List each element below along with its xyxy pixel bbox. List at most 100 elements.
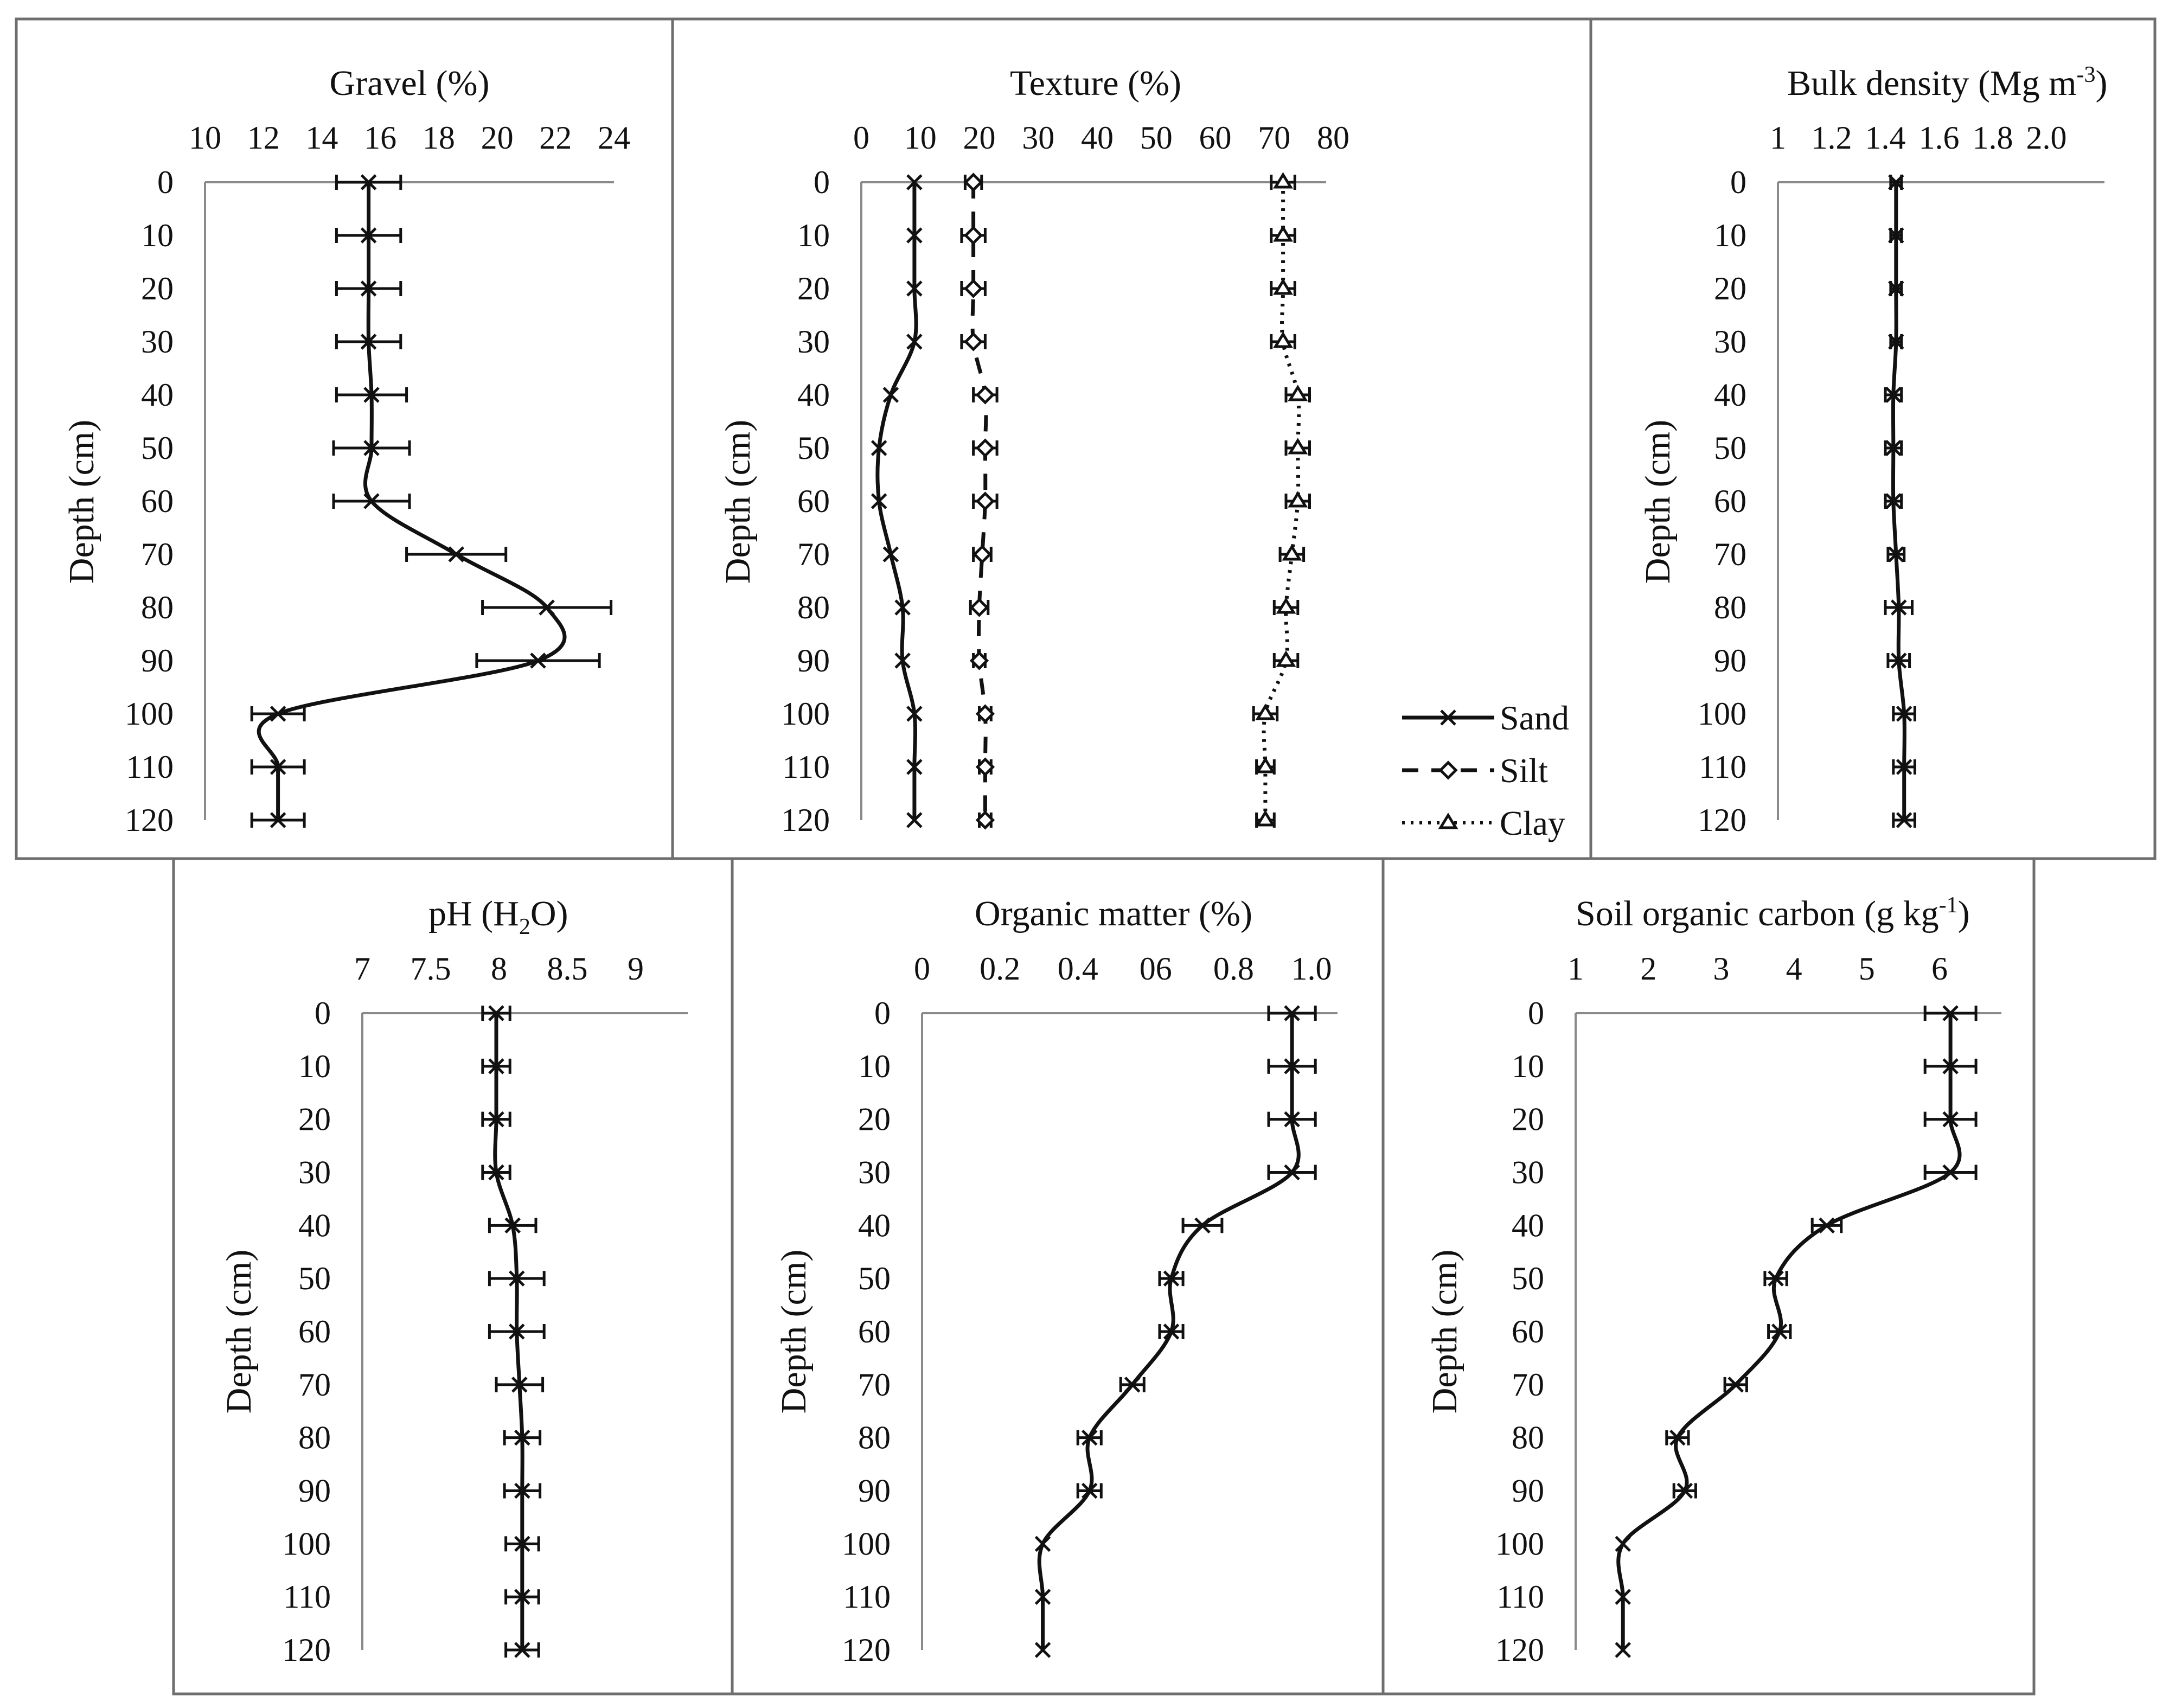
y-tick-labels: 0 10 20 30 40 50 60 70 80 90 100 110 120 bbox=[1698, 164, 1746, 838]
series-sand-line bbox=[875, 182, 918, 820]
y-tick-label: 90 bbox=[298, 1473, 331, 1509]
y-tick-label: 50 bbox=[1512, 1261, 1544, 1296]
x-tick-label: 60 bbox=[1199, 120, 1232, 156]
y-tick-label: 110 bbox=[126, 749, 174, 785]
legend: Sand Silt Clay bbox=[1402, 699, 1569, 842]
y-tick-label: 100 bbox=[282, 1526, 331, 1562]
chart-organic-matter: Organic matter (%) Depth (cm) 0 0.2 0.4 06 0… bbox=[774, 894, 1338, 1668]
y-tick-label: 80 bbox=[797, 590, 830, 625]
x-tick-label: 16 bbox=[364, 120, 396, 156]
y-tick-label: 0 bbox=[814, 164, 830, 200]
y-tick-label: 60 bbox=[1512, 1314, 1544, 1349]
series-ph-point-x-marker bbox=[511, 1377, 528, 1393]
x-tick-label: 4 bbox=[1786, 951, 1802, 987]
y-tick-label: 100 bbox=[1698, 696, 1746, 732]
x-tick-labels: 0 0.2 0.4 06 0.8 1.0 bbox=[914, 951, 1332, 987]
series-ph-point-x-marker bbox=[514, 1482, 530, 1499]
y-axis-label: Depth (cm) bbox=[774, 1250, 814, 1413]
legend-silt-marker bbox=[1438, 760, 1458, 780]
y-tick-label: 120 bbox=[842, 1632, 891, 1668]
x-tick-label: 3 bbox=[1713, 951, 1729, 987]
y-tick-label: 10 bbox=[141, 218, 174, 253]
y-tick-label: 70 bbox=[1714, 536, 1746, 572]
y-tick-label: 20 bbox=[298, 1102, 331, 1137]
y-tick-label: 20 bbox=[858, 1102, 891, 1137]
series-bulk-density-point-x-marker bbox=[1888, 280, 1904, 297]
series-soil-organic-carbon-point-x-marker bbox=[1942, 1164, 1959, 1181]
plot-area bbox=[250, 174, 613, 828]
x-tick-label: 1 bbox=[1567, 951, 1584, 987]
x-tick-label: 9 bbox=[628, 951, 644, 987]
y-tick-label: 30 bbox=[858, 1155, 891, 1191]
series-clay-point-triangle-marker bbox=[1276, 650, 1296, 667]
title-superscript: -1 bbox=[1939, 893, 1958, 918]
series-silt-point-diamond-marker bbox=[975, 757, 995, 777]
series-soil-organic-carbon bbox=[1615, 1005, 1978, 1658]
y-tick-label: 40 bbox=[1512, 1207, 1544, 1243]
y-tick-label: 120 bbox=[1698, 802, 1746, 838]
title-end: ) bbox=[2096, 63, 2108, 103]
legend-item-clay: Clay bbox=[1402, 804, 1565, 842]
series-silt-point-diamond-marker bbox=[963, 332, 983, 351]
y-tick-label: 120 bbox=[282, 1632, 331, 1668]
chart-title: Soil organic carbon (g kg-1) bbox=[1576, 893, 1970, 933]
plot-area bbox=[1615, 1005, 1978, 1658]
series-silt-point-diamond-marker bbox=[963, 226, 983, 245]
chart-gravel: Gravel (%) Depth (cm) 10 12 14 16 18 20 22 24 0… bbox=[62, 63, 630, 838]
series-gravel-point-x-marker bbox=[360, 334, 377, 350]
plot-area bbox=[1884, 174, 1916, 828]
y-tick-labels: 0 10 20 30 40 50 60 70 80 90 100 110 120 bbox=[1495, 995, 1544, 1668]
series-organic-matter-point-x-marker bbox=[1284, 1058, 1300, 1074]
series-sand-point-x-marker bbox=[906, 706, 923, 722]
y-tick-label: 20 bbox=[1714, 271, 1746, 306]
series-gravel-point-x-marker bbox=[270, 812, 286, 828]
x-tick-label: 1.6 bbox=[1919, 120, 1960, 156]
title-main: pH (H bbox=[428, 894, 519, 933]
series-gravel-point-x-marker bbox=[448, 546, 464, 562]
y-tick-label: 70 bbox=[797, 536, 830, 572]
series-sand-point-x-marker bbox=[906, 174, 923, 190]
x-tick-label: 22 bbox=[539, 120, 572, 156]
chart-title: Organic matter (%) bbox=[975, 894, 1252, 933]
y-tick-label: 40 bbox=[858, 1207, 891, 1243]
chart-title: Gravel (%) bbox=[329, 63, 489, 103]
y-tick-label: 70 bbox=[1512, 1367, 1544, 1403]
series-silt-point-diamond-marker bbox=[975, 491, 995, 511]
series-ph-point-x-marker bbox=[508, 1323, 525, 1340]
series-silt-point-diamond-marker bbox=[975, 438, 995, 458]
series-gravel-point-x-marker bbox=[363, 493, 380, 509]
series-silt-point-diamond-marker bbox=[972, 545, 992, 564]
series-sand-point-x-marker bbox=[906, 334, 923, 350]
axes bbox=[361, 1012, 688, 1650]
y-tick-label: 0 bbox=[157, 164, 174, 200]
y-tick-label: 60 bbox=[141, 483, 174, 519]
series-organic-matter bbox=[1034, 1005, 1317, 1658]
series-silt-point-diamond-marker bbox=[963, 279, 983, 298]
series-soil-organic-carbon-point-x-marker bbox=[1615, 1642, 1631, 1658]
series-ph-point-x-marker bbox=[514, 1642, 530, 1658]
legend-clay-marker bbox=[1438, 813, 1458, 829]
plot-area bbox=[871, 172, 1311, 830]
y-tick-label: 120 bbox=[1495, 1632, 1544, 1668]
series-sand-point-x-marker bbox=[906, 759, 923, 775]
y-tick-label: 0 bbox=[874, 995, 891, 1031]
y-tick-label: 80 bbox=[1714, 590, 1746, 625]
series-clay-point-triangle-marker bbox=[1288, 438, 1308, 455]
series-ph-point-x-marker bbox=[488, 1058, 504, 1074]
series-clay bbox=[1252, 172, 1311, 828]
chart-soil-organic-carbon: Soil organic carbon (g kg-1) Depth (cm) … bbox=[1425, 893, 2001, 1668]
series-gravel-point-x-marker bbox=[539, 599, 555, 616]
series-organic-matter-point-x-marker bbox=[1081, 1429, 1098, 1446]
y-tick-label: 60 bbox=[797, 483, 830, 519]
axes bbox=[860, 181, 1326, 820]
series-silt-point-diamond-marker bbox=[969, 651, 989, 670]
legend-item-sand: Sand bbox=[1402, 699, 1569, 737]
series-sand-point-x-marker bbox=[882, 387, 899, 403]
y-tick-label: 120 bbox=[125, 802, 174, 838]
series-organic-matter-point-x-marker bbox=[1194, 1217, 1211, 1234]
series-clay-point-triangle-marker bbox=[1273, 331, 1294, 348]
series-clay-point-triangle-marker bbox=[1273, 225, 1294, 242]
series-sand-point-x-marker bbox=[894, 653, 911, 669]
series-gravel-point-x-marker bbox=[270, 759, 286, 775]
